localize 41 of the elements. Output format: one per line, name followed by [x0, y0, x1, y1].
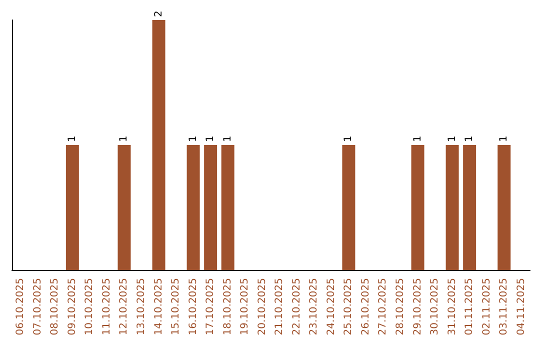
x-tick-label: 03.11.2025 [498, 278, 510, 336]
x-tick-label: 30.10.2025 [430, 278, 441, 336]
x-tick-label: 07.10.2025 [32, 278, 44, 336]
x-tick-label: 01.11.2025 [464, 278, 476, 336]
x-tick-label: 17.10.2025 [205, 278, 216, 336]
data-label: 1 [118, 136, 130, 142]
x-tick-label: 12.10.2025 [118, 278, 130, 336]
x-tick-label: 28.10.2025 [395, 278, 406, 336]
x-tick-label: 02.11.2025 [481, 278, 492, 336]
data-label: 1 [412, 136, 424, 142]
x-tick-label: 14.10.2025 [153, 278, 164, 336]
data-label: 1 [66, 136, 78, 142]
data-label: 1 [222, 136, 234, 142]
data-label: 2 [153, 10, 164, 17]
x-tick-label: 15.10.2025 [170, 278, 182, 336]
x-tick-label: 24.10.2025 [326, 278, 337, 336]
x-tick-label: 20.10.2025 [256, 278, 268, 336]
x-tick-label: 13.10.2025 [136, 278, 147, 336]
x-tick-label: 09.10.2025 [66, 278, 78, 336]
x-tick-label: 29.10.2025 [412, 278, 424, 336]
x-tick-label: 27.10.2025 [378, 278, 389, 336]
x-tick-label: 19.10.2025 [240, 278, 251, 336]
x-tick-label: 04.11.2025 [516, 278, 527, 336]
x-tick-label: 23.10.2025 [308, 278, 320, 336]
data-label: 1 [498, 136, 510, 142]
data-label: 1 [188, 136, 199, 142]
x-tick-label: 31.10.2025 [446, 278, 458, 336]
data-label: 1 [446, 136, 458, 142]
data-label: 1 [464, 136, 476, 142]
x-tick-label: 25.10.2025 [343, 278, 354, 336]
x-tick-label: 18.10.2025 [222, 278, 234, 336]
x-tick-label: 11.10.2025 [101, 278, 112, 336]
x-tick-label: 06.10.2025 [15, 278, 26, 336]
x-tick-label: 21.10.2025 [274, 278, 286, 336]
x-tick-label: 08.10.2025 [50, 278, 61, 336]
x-tick-label: 16.10.2025 [188, 278, 199, 336]
x-tick-label: 26.10.2025 [360, 278, 372, 336]
data-label: 1 [205, 136, 216, 142]
x-tick-label: 22.10.2025 [291, 278, 302, 336]
x-tick-label: 10.10.2025 [84, 278, 96, 336]
data-label: 1 [343, 136, 354, 142]
